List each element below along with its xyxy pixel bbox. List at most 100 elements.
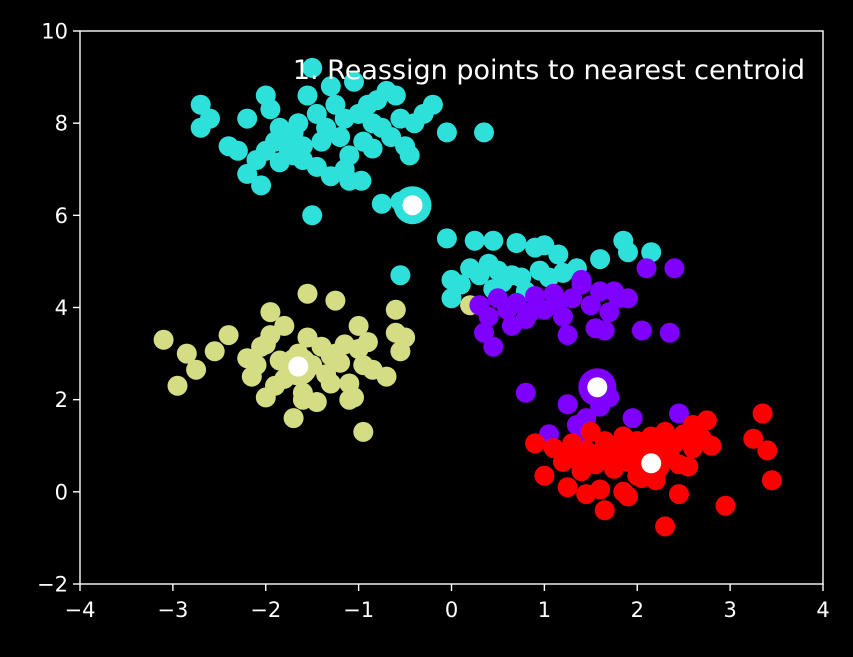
data-point [390,265,411,286]
data-point [743,428,764,449]
data-point [669,484,689,505]
data-point [571,461,592,482]
data-point [659,322,680,343]
data-point [320,345,341,366]
data-point [520,302,541,323]
data-point [376,366,397,387]
data-point [334,159,355,180]
data-point [436,122,457,143]
data-point [385,85,406,106]
data-point [330,127,351,147]
data-point [478,306,499,327]
x-tick-label: 2 [631,598,644,622]
data-point [325,290,346,311]
data-point [590,249,611,270]
data-point [441,288,462,309]
data-point [548,244,569,265]
x-tick-label: 4 [816,598,829,622]
centroids-layer [279,186,671,483]
data-point [483,230,504,251]
data-point [246,355,267,376]
data-point [641,242,662,263]
x-tick-label: 3 [723,598,736,622]
y-tick-label: 0 [55,480,68,504]
data-point [594,320,615,341]
data-point [186,359,207,380]
data-point [669,403,689,424]
points-layer [153,57,782,537]
data-point [422,94,443,115]
centroid-marker [288,356,309,377]
data-point [571,269,592,290]
y-tick-label: −2 [37,573,68,597]
data-point [371,193,392,214]
data-point [395,327,416,348]
data-point [590,479,611,500]
x-tick-label: 0 [445,598,458,622]
data-point [557,394,578,415]
data-point [167,375,188,396]
data-point [534,465,555,486]
x-tick-label: −4 [65,598,96,622]
x-tick-label: 1 [538,598,551,622]
data-point [483,336,504,357]
data-point [320,373,341,394]
data-point [683,415,703,435]
x-axis: −4 −3 −2 −1 0 1 2 3 4 [65,584,830,622]
data-point [348,315,369,336]
y-axis: −2 0 2 4 6 8 10 [37,20,80,597]
data-point [525,433,546,454]
y-tick-label: 4 [55,296,68,320]
data-point [274,315,295,336]
data-point [622,408,643,429]
data-point [190,117,211,138]
data-point [701,435,722,456]
data-point [655,516,676,537]
data-point [557,477,578,498]
data-point [306,156,327,177]
data-point [339,389,360,410]
data-point [678,456,699,477]
data-point [269,152,290,173]
data-point [464,230,485,251]
data-point [260,302,281,323]
data-point [353,421,374,442]
data-point [618,486,638,507]
data-point [436,228,457,249]
data-point [553,262,573,283]
data-point [761,470,782,491]
y-tick-label: 8 [55,112,68,136]
centroid-marker [402,195,423,216]
data-point [752,403,773,424]
data-point [757,440,778,461]
data-point [357,332,378,353]
data-point [251,175,272,196]
data-point [302,57,323,78]
data-point [255,140,276,161]
data-point [501,315,522,336]
data-point [320,76,341,97]
data-point [237,163,258,184]
data-point [385,299,406,320]
data-point [631,320,652,341]
data-point [362,138,383,159]
centroid-marker [587,377,608,398]
data-point [292,389,313,410]
data-point [227,140,248,161]
data-point [548,292,569,313]
data-point [399,145,420,166]
data-point [557,325,578,346]
data-point [636,258,657,279]
data-point [604,281,624,302]
y-tick-label: 10 [41,20,68,44]
x-tick-label: −2 [250,598,281,622]
data-point [204,341,225,362]
data-point [474,122,494,143]
data-point [218,325,239,346]
data-point [288,113,309,134]
data-point [344,71,364,92]
data-point [176,343,197,364]
data-point [297,283,318,304]
data-point [260,99,281,120]
